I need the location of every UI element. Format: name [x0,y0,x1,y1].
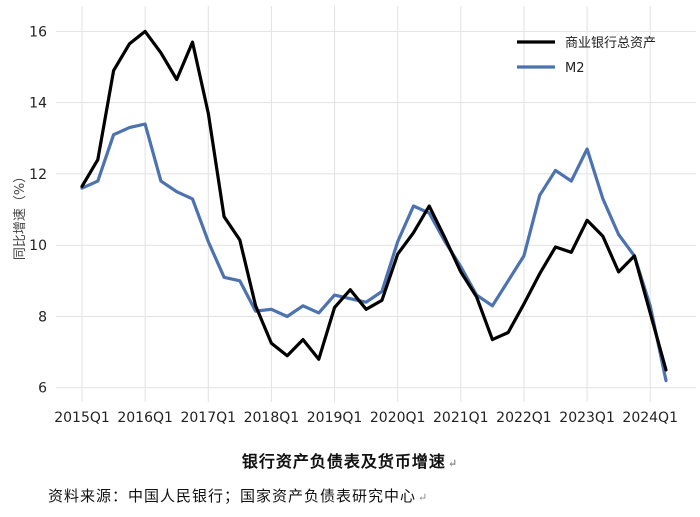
grid-layer [56,6,696,402]
y-tick-label: 14 [29,96,47,112]
x-axis-ticks: 2015Q1 2016Q1 2017Q1 2018Q1 2019Q1 2020Q1 2021… [54,410,678,426]
series-line [80,122,668,383]
legend-label: 商业银行总资产 [565,36,656,51]
return-mark-icon: ↵ [418,491,429,504]
chart-title: 银行资产负债表及货币增速 ↵ [0,448,700,472]
x-tick-label: 2023Q1 [559,410,615,426]
x-tick-label: 2022Q1 [496,410,552,426]
x-tick-label: 2024Q1 [622,410,678,426]
x-tick-label: 2017Q1 [180,410,236,426]
x-tick-label: 2016Q1 [117,410,173,426]
plot-area [56,6,696,402]
y-tick-label: 10 [29,238,47,254]
y-axis-ticks: 6 8 10 12 14 16 [29,24,47,396]
x-tick-label: 2015Q1 [54,410,110,426]
y-tick-label: 6 [38,381,47,397]
y-tick-label: 16 [29,24,47,40]
line-chart: 6 8 10 12 14 16 2015Q1 2016Q1 2017Q1 2018Q1 2019Q… [13,6,696,426]
legend: 商业银行总资产 M2 [517,36,656,76]
x-tick-label: 2020Q1 [370,410,426,426]
x-tick-label: 2018Q1 [244,410,300,426]
y-tick-label: 12 [29,167,47,183]
series-line [80,29,668,372]
chart-title-text: 银行资产负债表及货币增速 [241,452,446,471]
legend-label: M2 [565,61,585,76]
chart-source: 资料来源：中国人民银行；国家资产负债表研究中心 ↵ [48,485,688,506]
series-layer [80,29,668,383]
x-tick-label: 2019Q1 [307,410,363,426]
y-axis-label: 同比增速（%） [13,170,28,260]
y-tick-label: 8 [38,309,47,325]
x-tick-label: 2021Q1 [433,410,489,426]
chart-source-text: 资料来源：中国人民银行；国家资产负债表研究中心 [48,487,417,505]
return-mark-icon: ↵ [447,457,459,470]
